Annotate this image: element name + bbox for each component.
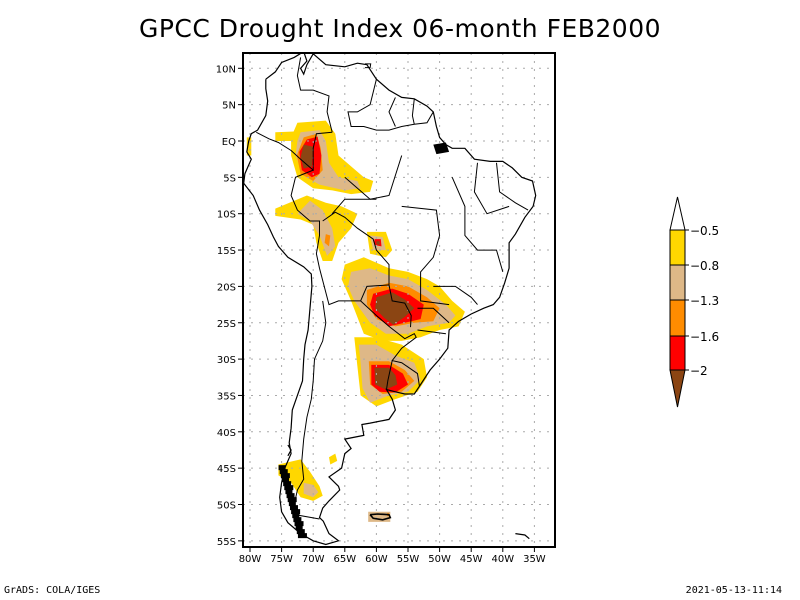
brazil-state-7 [433,285,478,305]
chart-title: GPCC Drought Index 06-month FEB2000 [138,14,662,43]
colorbar-label: −0.5 [690,224,719,238]
lat-tick-label: 10N [216,64,236,75]
lat-tick-label: 10S [217,210,236,221]
lat-tick-label: 50S [217,501,236,512]
chiloe-island [287,444,292,457]
lon-tick-label: 40W [491,554,514,565]
brazil-state-9 [417,307,450,324]
cbrazil-brown [376,241,380,245]
border-colombia-peru-brazil [256,131,333,172]
archipelago-fragment [286,493,295,499]
lat-tick-label: EQ [222,137,236,148]
border-guianas-2 [411,98,415,125]
grads-credit: GrADS: COLA/IGES [4,585,101,596]
lat-tick-label: 30S [217,355,236,366]
lon-tick-label: 45W [460,554,483,565]
archipelago-fragment [284,485,294,491]
uru-brown [374,367,398,390]
lat-tick-label: 55S [217,537,236,548]
lon-tick-label: 50W [428,554,451,565]
lat-tick-label: 15S [217,246,236,257]
axis-ticks: 10N 5N EQ 5S 10S 15S 20S 25S 30S 35S 40S 45S 50S 55S8… [216,64,546,565]
archipelago-fragment [294,521,304,527]
drought-fill-layer [246,120,465,522]
lon-tick-label: 60W [365,554,388,565]
lat-tick-label: 35S [217,391,236,402]
lon-tick-label: 70W [302,554,325,565]
lat-tick-label: 25S [217,319,236,330]
lon-tick-label: 75W [270,554,293,565]
archipelago-fragment [279,469,288,475]
border-guianas [388,97,396,127]
amazon-yellow-small [275,131,295,141]
marajo-island [433,142,450,155]
coastline-layer [243,53,537,546]
south-georgia-island [515,533,530,540]
brazil-state-3 [451,177,504,273]
archipelago-fragment [293,517,302,523]
archipelago-fragment [296,529,305,535]
archipelago-fragment [288,501,296,507]
patagonia-tan [303,482,319,498]
border-paraguay-brazil [388,284,412,328]
archipelago-fragment [285,489,293,495]
peru-orange [324,234,331,247]
brazil-state-1 [331,198,377,215]
colorbar-segment-4 [669,335,686,371]
archipelago-fragment [283,481,292,487]
archipelago-fragment [280,473,290,479]
lon-tick-label: 35W [523,554,546,565]
lon-tick-label: 65W [333,554,356,565]
archipelago-fragment [282,477,290,483]
archipelago-fragment [278,465,286,471]
coastline-south-america [243,53,537,546]
amazon-brown [300,144,314,169]
border-argentina-paraguay-brazil-uruguay [360,300,420,387]
colorbar-top-arrow [669,196,686,231]
lat-tick-label: 5N [222,101,236,112]
colorbar-label: −1.6 [690,330,719,344]
falklands-island [369,513,392,521]
colorbar-label: −0.8 [690,259,719,273]
brazil-state-4 [473,162,510,215]
archipelago-fragment [287,497,297,503]
archipelago-fragment [289,505,298,511]
lat-tick-label: 40S [217,428,236,439]
border-venezuela-guyana-brazil [347,79,434,131]
timestamp: 2021-05-13-11:14 [685,585,782,596]
colorbar-bottom-arrow [669,369,686,408]
archipelago-fragment [291,509,301,515]
border-colombia-venezuela [296,57,333,133]
brazil-state-2 [401,205,450,306]
para-brown [375,292,415,325]
colorbar-segment-2 [669,264,686,301]
archipelago-fragment [297,533,307,539]
lat-tick-label: 45S [217,464,236,475]
trinidad-island [365,63,372,69]
brazil-state-5 [496,162,529,211]
border-peru-brazil-bolivia [290,169,390,306]
lat-tick-label: 20S [217,282,236,293]
lon-tick-label: 80W [239,554,262,565]
colorbar-segment-3 [669,299,686,337]
map-frame [242,52,556,548]
colorbar-label: −1.3 [690,294,719,308]
archipelago-fragment [292,513,300,519]
archipelago-fragment [295,525,303,531]
colorbar-segment-1 [669,229,686,266]
colorbar-label: −2 [690,364,708,378]
brazil-state-8 [417,329,446,335]
lat-tick-label: 5S [223,173,236,184]
colorbar: −0.5 −0.8 −1.3 −1.6 −2 [669,196,719,408]
lon-tick-label: 55W [397,554,420,565]
brazil-state-6 [344,155,403,200]
border-uruguay-argentina [386,360,393,390]
patagonia-yellow-small [329,453,338,465]
